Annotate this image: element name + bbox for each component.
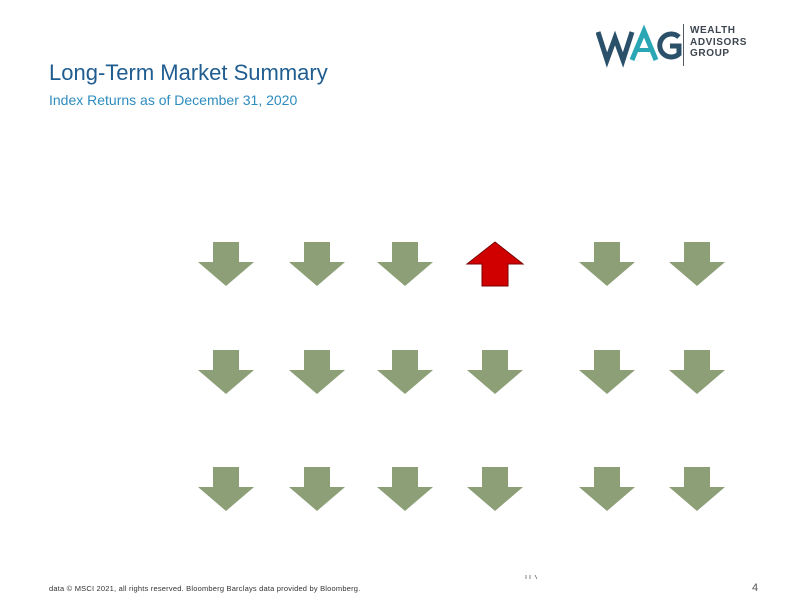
wag-logo-mark [596,24,682,68]
down-arrow-icon [579,350,635,394]
company-logo: WEALTH ADVISORS GROUP [596,22,756,68]
down-arrow-icon [198,242,254,286]
logo-wordmark: WEALTH ADVISORS GROUP [690,25,760,60]
down-arrow-icon [377,467,433,511]
down-arrow-icon [669,242,725,286]
page-number: 4 [752,582,759,594]
down-arrow-icon [289,242,345,286]
page-title: Long-Term Market Summary [49,60,328,85]
text-artifact [525,574,538,580]
down-arrow-icon [579,467,635,511]
down-arrow-icon [579,242,635,286]
down-arrow-icon [467,467,523,511]
down-arrow-icon [289,467,345,511]
down-arrow-icon [198,350,254,394]
logo-word-wealth: WEALTH [690,25,736,36]
logo-word-advisors: ADVISORS [690,36,748,48]
up-arrow-icon [465,241,525,287]
down-arrow-icon [669,350,725,394]
down-arrow-icon [377,242,433,286]
footnote: data © MSCI 2021, all rights reserved. B… [49,584,361,593]
page-subtitle: Index Returns as of December 31, 2020 [49,92,298,108]
logo-word-group: GROUP [690,48,730,59]
down-arrow-icon [289,350,345,394]
down-arrow-icon [669,467,725,511]
down-arrow-icon [467,350,523,394]
down-arrow-icon [377,350,433,394]
logo-divider [683,24,684,66]
down-arrow-icon [198,467,254,511]
